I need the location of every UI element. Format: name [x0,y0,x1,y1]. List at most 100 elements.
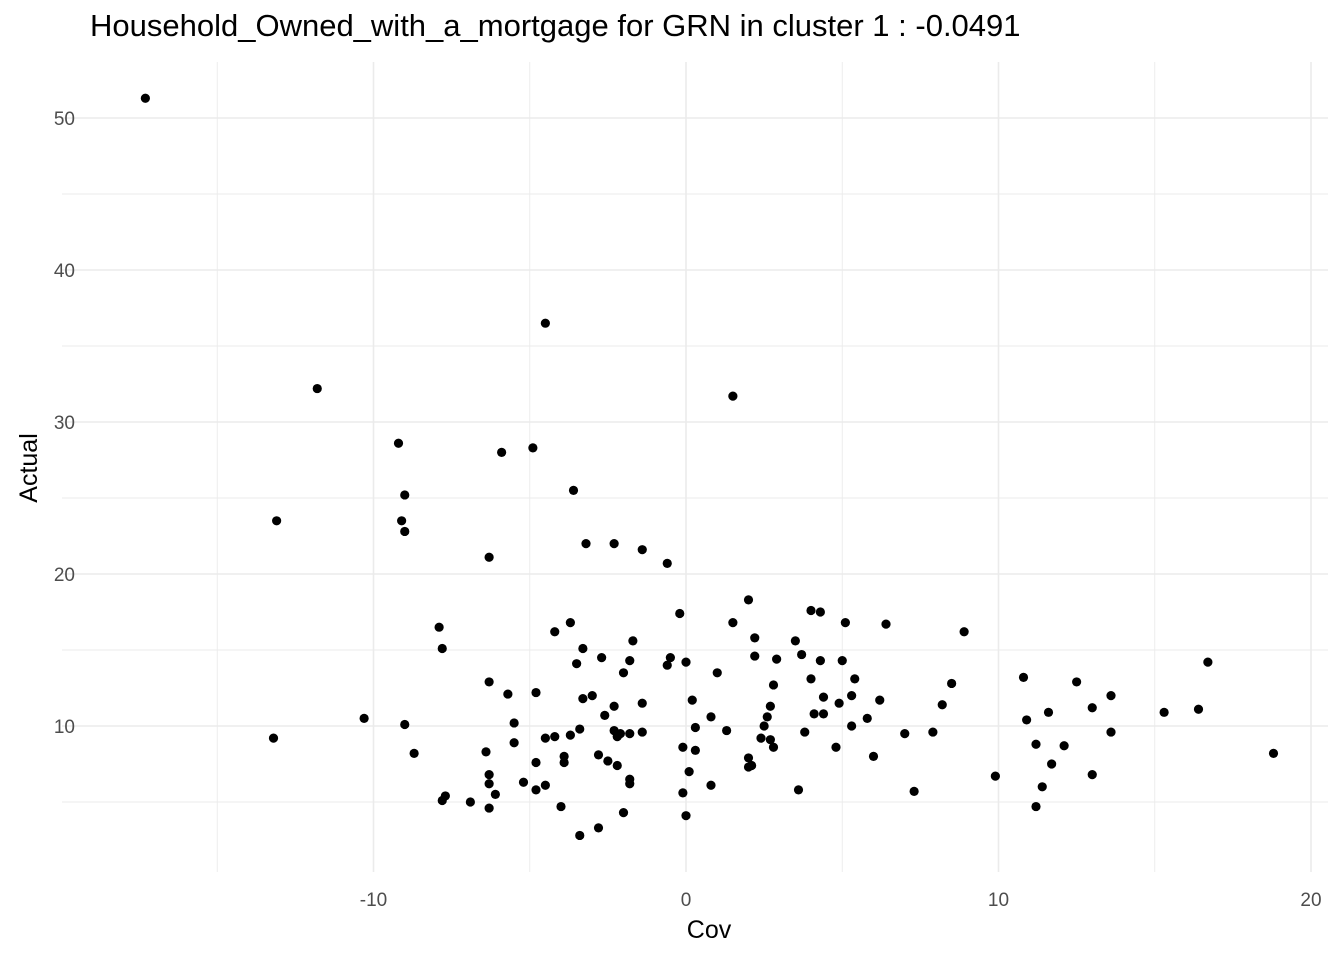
data-point [681,657,691,667]
data-point [312,383,322,394]
data-point [1106,691,1116,701]
data-point [503,689,513,699]
data-point [990,771,1000,781]
data-point [706,712,716,722]
data-point [484,779,494,789]
data-point [618,668,629,678]
y-axis-tick-labels: 10 20 30 40 50 [54,109,75,738]
data-point [625,729,635,739]
data-point [637,698,647,708]
data-points [140,93,1279,841]
data-point [509,738,519,748]
data-point [481,747,491,757]
data-point [528,443,538,453]
data-point [772,654,782,664]
data-point [1203,657,1213,667]
data-point [593,823,604,833]
data-point [484,770,494,780]
data-point [1031,801,1041,812]
data-point [681,811,691,821]
data-point [909,786,919,796]
data-point [1106,727,1116,737]
data-point [1268,748,1279,758]
data-point [837,656,847,666]
data-point [581,539,591,549]
data-point [1047,759,1057,769]
data-point [768,742,779,752]
data-point [793,785,804,795]
data-point [393,438,404,448]
data-point [765,701,775,711]
data-point [1043,707,1054,717]
data-point [603,756,613,766]
data-point [612,760,622,771]
data-point [712,668,722,678]
y-axis-title: Actual [15,433,43,502]
data-point [743,595,754,605]
data-point [850,674,860,684]
data-point [868,751,879,762]
x-tick-label: -10 [360,890,387,911]
x-tick-label: 20 [1300,890,1321,911]
data-point [540,733,550,743]
data-point [540,318,550,328]
x-tick-label: 10 [988,890,1009,911]
data-point [140,93,150,103]
minor-gridlines [62,62,1328,872]
data-point [1193,704,1204,714]
data-point [1031,739,1041,749]
data-point [400,490,410,500]
y-tick-label: 40 [54,261,75,282]
data-point [1059,741,1069,751]
data-point [625,779,635,789]
data-point [565,618,575,628]
data-point [578,694,588,704]
data-point [722,725,732,736]
data-point [1159,707,1169,717]
y-tick-label: 50 [54,109,75,130]
data-point [600,710,610,720]
data-point [937,700,947,710]
x-axis-tick-labels: -10 0 10 20 [360,890,1322,911]
data-point [1087,703,1097,713]
data-point [531,757,541,768]
data-point [628,636,638,646]
data-point [268,733,279,743]
data-point [497,447,507,457]
data-point [806,605,816,616]
data-point [762,712,772,722]
data-point [759,721,769,731]
data-point [609,701,619,711]
data-point [572,659,582,669]
data-point [750,633,760,643]
data-point [662,558,672,568]
data-point [556,801,566,812]
data-point [818,692,829,702]
data-point [1037,782,1047,792]
data-point [1022,715,1032,725]
data-point [690,722,700,733]
data-point [1018,672,1029,682]
data-point [359,713,369,724]
data-point [484,803,494,813]
data-point [687,695,697,705]
data-point [1087,770,1097,780]
data-point [768,680,779,690]
data-point [612,732,622,742]
data-point [690,745,700,755]
data-point [662,660,672,670]
data-point [728,391,738,401]
data-point [618,808,629,818]
data-point [678,788,688,798]
data-point [550,627,560,637]
data-point [765,735,775,745]
chart-title: Household_Owned_with_a_mortgage for GRN … [90,8,1021,43]
data-point [881,619,891,629]
y-tick-label: 10 [54,717,75,738]
data-point [437,795,447,806]
y-tick-label: 30 [54,413,75,434]
y-tick-label: 20 [54,565,75,586]
data-point [531,785,541,795]
x-axis-title: Cov [687,916,732,944]
data-point [815,607,825,617]
